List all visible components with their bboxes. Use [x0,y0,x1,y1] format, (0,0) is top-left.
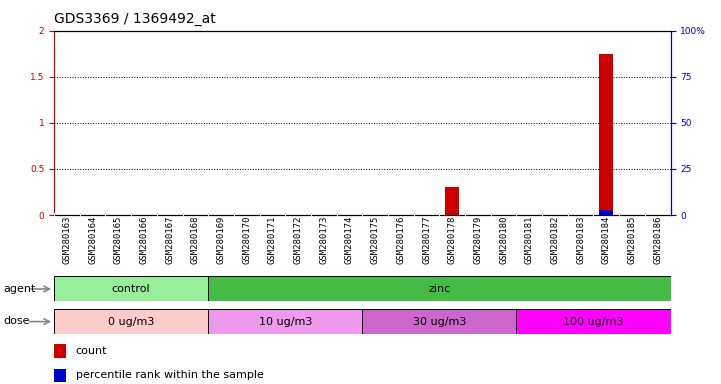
Text: GSM280167: GSM280167 [165,216,174,265]
Text: percentile rank within the sample: percentile rank within the sample [76,370,264,380]
Bar [208,276,671,301]
Text: count: count [76,346,107,356]
Text: GSM280175: GSM280175 [371,216,380,265]
Text: 30 ug/m3: 30 ug/m3 [412,316,466,327]
Text: control: control [112,284,151,294]
Bar [363,309,516,334]
Text: agent: agent [4,284,36,294]
Text: GSM280180: GSM280180 [499,216,508,265]
Text: GSM280181: GSM280181 [525,216,534,265]
Text: GSM280176: GSM280176 [397,216,405,265]
Text: GSM280185: GSM280185 [627,216,637,265]
Bar [54,369,66,382]
Bar [54,344,66,358]
Text: GSM280186: GSM280186 [653,216,662,265]
Text: 10 ug/m3: 10 ug/m3 [259,316,312,327]
Text: GSM280178: GSM280178 [448,216,456,265]
Text: GSM280179: GSM280179 [474,216,482,265]
Bar [599,54,614,215]
Text: GDS3369 / 1369492_at: GDS3369 / 1369492_at [54,12,216,25]
Bar [208,309,363,334]
Text: GSM280163: GSM280163 [63,216,71,265]
Text: GSM280165: GSM280165 [114,216,123,265]
Text: GSM280182: GSM280182 [550,216,559,265]
Text: dose: dose [4,316,30,326]
Text: GSM280173: GSM280173 [319,216,328,265]
Text: GSM280164: GSM280164 [88,216,97,265]
Bar [599,210,614,215]
Text: GSM280183: GSM280183 [576,216,585,265]
Text: GSM280170: GSM280170 [242,216,251,265]
Bar [445,187,459,215]
Text: 100 ug/m3: 100 ug/m3 [563,316,624,327]
Text: GSM280168: GSM280168 [191,216,200,265]
Text: GSM280169: GSM280169 [216,216,226,265]
Text: GSM280177: GSM280177 [422,216,431,265]
Text: zinc: zinc [428,284,451,294]
Bar [54,276,208,301]
Text: GSM280171: GSM280171 [268,216,277,265]
Bar [516,309,671,334]
Text: GSM280172: GSM280172 [293,216,303,265]
Bar [54,309,208,334]
Text: GSM280166: GSM280166 [139,216,149,265]
Text: GSM280184: GSM280184 [602,216,611,265]
Text: GSM280174: GSM280174 [345,216,354,265]
Text: 0 ug/m3: 0 ug/m3 [108,316,154,327]
